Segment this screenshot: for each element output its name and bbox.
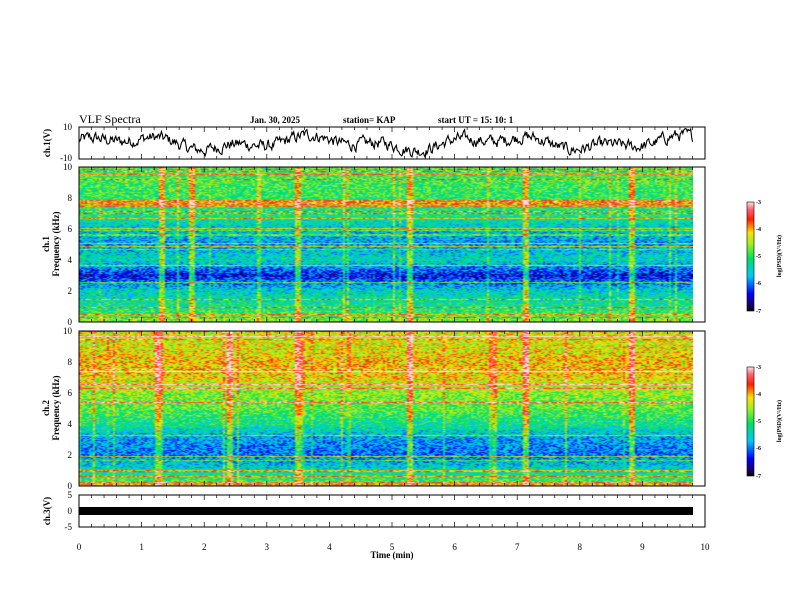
ch2-ytick-2: 2 <box>68 450 73 460</box>
ch3-waveform-ylabel: ch.3(V) <box>42 497 52 525</box>
ch2-spectrogram-yticks: 0 2 4 6 8 10 <box>63 326 73 491</box>
station-label: station= KAP <box>343 115 396 125</box>
ch1-cbtick-minus5: -5 <box>756 254 761 260</box>
ch1-ytick-2: 2 <box>68 286 73 296</box>
ch1-waveform-ticks <box>78 127 706 159</box>
ch2-cbtick-minus3: -3 <box>756 365 761 371</box>
xtick-8: 8 <box>578 542 583 552</box>
ch1-colorbar-scale <box>746 201 755 312</box>
ch2-spectrogram-ticks <box>78 331 706 486</box>
ch1-ytick-6: 6 <box>68 224 73 234</box>
ch1-ytick-4: 4 <box>68 255 73 265</box>
ch1-waveform-panel: 10 -10 ch.1(V) <box>42 122 706 163</box>
ch2-spectrogram-ylabel-frequency: Frequency (kHz) <box>51 375 61 440</box>
ch2-ytick-4: 4 <box>68 419 73 429</box>
ch1-cbtick-minus7: -7 <box>756 309 761 315</box>
ch1-spectrogram-panel: 0 2 4 6 8 10 ch.1 Frequency (kHz) <box>41 162 706 327</box>
ch2-cbtick-minus5: -5 <box>756 419 761 425</box>
ch1-waveform-line <box>78 127 694 160</box>
xtick-1: 1 <box>139 542 144 552</box>
xtick-9: 9 <box>640 542 645 552</box>
ch1-spectrogram-ylabel-frequency: Frequency (kHz) <box>51 211 61 276</box>
ch1-ytick-10: 10 <box>63 162 73 172</box>
xtick-2: 2 <box>202 542 207 552</box>
ch2-colorbar-label: log(PSD)(V²/Hz) <box>776 400 783 442</box>
ch2-spectrogram-panel: 0 2 4 6 8 10 ch.2 Frequency (kHz) <box>41 326 706 491</box>
xtick-7: 7 <box>515 542 520 552</box>
ch2-colorbar: -3 -4 -5 -6 -7 log(PSD)(V²/Hz) <box>746 365 783 480</box>
ch1-spectrogram-image <box>79 167 693 322</box>
ch1-cbtick-minus3: -3 <box>756 200 761 206</box>
ch2-spectrogram-image <box>79 331 693 486</box>
ch1-spectrogram-ylabel-channel: ch.1 <box>41 236 51 252</box>
ch3-ytick-zero: 0 <box>68 506 73 516</box>
ch1-spectrogram-ticks <box>78 167 706 322</box>
ch2-ytick-10: 10 <box>63 326 73 336</box>
start-time-label: start UT = 15: 10: 1 <box>438 115 514 125</box>
ch1-spectrogram-yticks: 0 2 4 6 8 10 <box>63 162 73 327</box>
xtick-0: 0 <box>77 542 82 552</box>
ch2-cbtick-minus6: -6 <box>756 446 761 452</box>
ch2-spectrogram-ylabel-channel: ch.2 <box>41 400 51 416</box>
ch3-waveform-ticks <box>78 495 706 527</box>
ch1-ytick-top: 10 <box>63 122 73 132</box>
xtick-3: 3 <box>265 542 270 552</box>
ch1-cbtick-minus4: -4 <box>756 227 761 233</box>
ch1-ytick-0: 0 <box>68 317 73 327</box>
ch2-cbtick-minus7: -7 <box>756 474 761 480</box>
ch3-waveform-band <box>79 507 693 515</box>
ch1-colorbar-label: log(PSD)(V²/Hz) <box>776 235 783 277</box>
ch1-cbtick-minus6: -6 <box>756 281 761 287</box>
ch3-ytick-top: 5 <box>68 490 73 500</box>
ch2-ytick-8: 8 <box>68 357 73 367</box>
xtick-5: 5 <box>390 542 395 552</box>
ch1-waveform-ylabel: ch.1(V) <box>42 129 52 157</box>
ch3-waveform-panel: 5 0 -5 ch.3(V) 0 1 2 3 4 5 6 7 8 9 10 Ti… <box>42 490 710 560</box>
xtick-10: 10 <box>701 542 711 552</box>
ch2-colorbar-scale <box>746 366 755 477</box>
date-label: Jan. 30, 2025 <box>250 115 301 125</box>
time-axis-label: Time (min) <box>370 550 413 560</box>
xtick-4: 4 <box>327 542 332 552</box>
ch1-ytick-8: 8 <box>68 193 73 203</box>
ch3-ytick-bottom: -5 <box>65 522 73 532</box>
figure-title: VLF Spectra <box>79 112 141 126</box>
xtick-6: 6 <box>452 542 457 552</box>
ch2-cbtick-minus4: -4 <box>756 392 761 398</box>
ch2-ytick-6: 6 <box>68 388 73 398</box>
ch2-ytick-0: 0 <box>68 481 73 491</box>
ch1-colorbar: -3 -4 -5 -6 -7 log(PSD)(V²/Hz) <box>746 200 783 315</box>
ch1-ytick-bottom: -10 <box>60 153 72 163</box>
time-axis-ticklabels: 0 1 2 3 4 5 6 7 8 9 10 <box>77 542 710 552</box>
